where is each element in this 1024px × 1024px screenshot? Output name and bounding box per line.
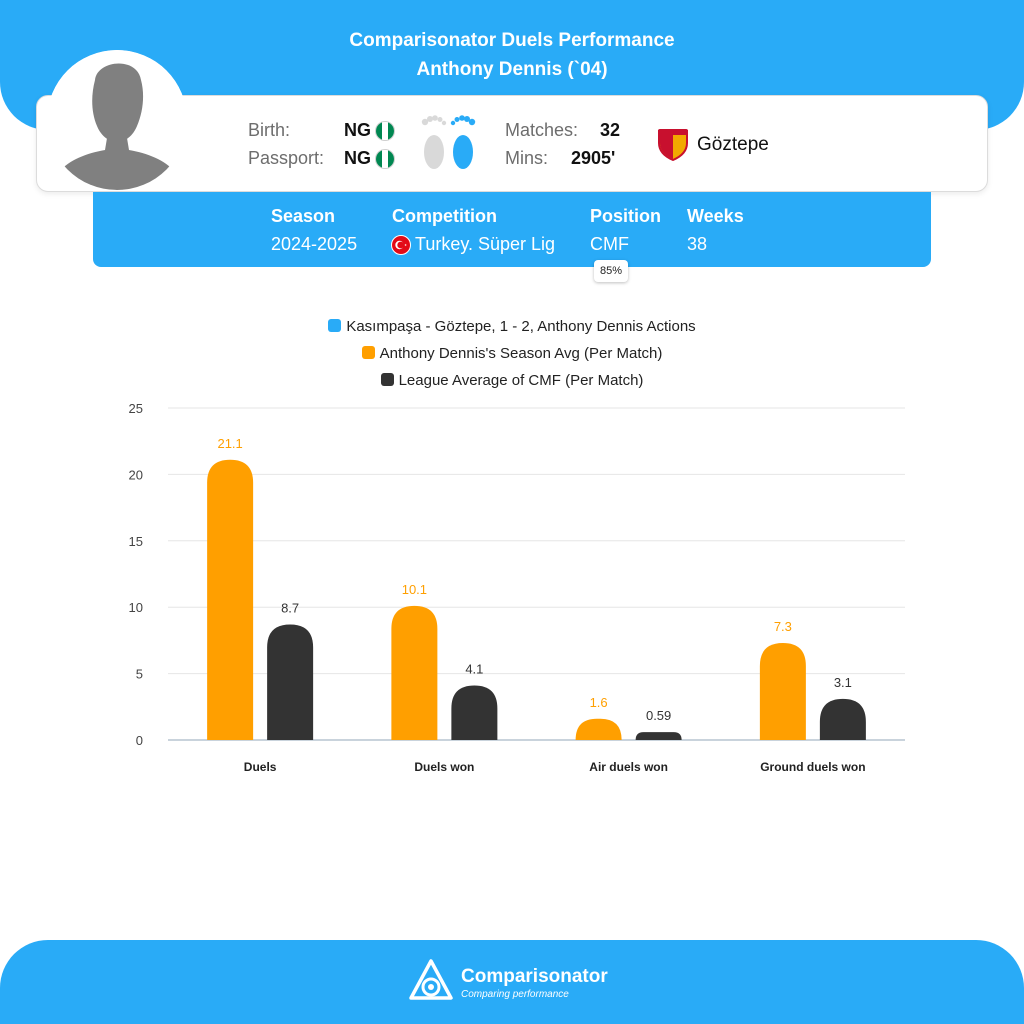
legend-swatch <box>380 373 394 386</box>
player-info-card: Birth: NG Passport: NG Matches: 32 Mins:… <box>36 95 988 192</box>
bar <box>819 698 866 740</box>
birth-value: NG <box>344 120 371 140</box>
nigeria-flag-icon <box>375 121 395 141</box>
turkey-flag-icon <box>391 235 411 255</box>
bar <box>759 643 806 740</box>
legend-label: Kasımpaşa - Göztepe, 1 - 2, Anthony Denn… <box>346 318 696 335</box>
data-label: 0.59 <box>646 708 671 723</box>
x-tick-label: Duels won <box>414 760 474 774</box>
data-label: 21.1 <box>217 436 242 451</box>
goztepe-logo-icon <box>658 129 688 161</box>
data-label: 1.6 <box>590 695 608 710</box>
data-label: 8.7 <box>281 600 299 615</box>
bar <box>575 718 622 740</box>
y-tick-label: 10 <box>129 600 143 615</box>
comparisonator-logo-icon <box>409 959 453 1000</box>
preferred-foot-icon <box>421 115 476 169</box>
season-label: Season <box>271 206 336 226</box>
y-tick-label: 25 <box>129 401 143 416</box>
brand-tagline: Comparing performance <box>461 989 569 1000</box>
birth-label: Birth: <box>248 120 291 140</box>
player-avatar <box>47 50 187 190</box>
data-label: 7.3 <box>774 619 792 634</box>
position-value: CMF <box>590 234 629 254</box>
weeks-value: 38 <box>687 234 708 254</box>
mins-value: 2905' <box>571 148 616 168</box>
legend-swatch <box>361 346 375 359</box>
player-silhouette-icon <box>47 50 187 190</box>
data-label: 10.1 <box>402 582 427 597</box>
y-tick-label: 0 <box>136 733 143 748</box>
bar <box>635 732 682 740</box>
brand-name: Comparisonator <box>461 966 608 987</box>
weeks-label: Weeks <box>687 206 744 226</box>
matches-value: 32 <box>600 120 621 140</box>
header-title-block: Comparisonator Duels Performance Anthony… <box>0 26 1024 84</box>
matches-label: Matches: <box>505 120 579 140</box>
competition-value: Turkey. Süper Lig <box>415 234 556 254</box>
y-tick-label: 15 <box>129 534 143 549</box>
player-title: Anthony Dennis (`04) <box>416 59 608 80</box>
passport-value: NG <box>344 148 371 168</box>
x-tick-label: Air duels won <box>589 760 668 774</box>
page-title: Comparisonator Duels Performance <box>349 30 675 51</box>
footer-band <box>0 940 1024 1024</box>
y-tick-label: 20 <box>129 467 143 482</box>
duels-bar-chart: 0 5 10 15 20 25 Duels 21.1 8.7 Duels won 10.1 4.1 Ai… <box>129 401 905 774</box>
legend-label: League Average of CMF (Per Match) <box>398 372 644 389</box>
season-info-box: Season 2024-2025 Competition Turkey. Süp… <box>93 192 931 267</box>
team-name: Göztepe <box>697 134 769 155</box>
bar <box>391 605 438 740</box>
competition-label: Competition <box>392 206 497 226</box>
x-tick-label: Ground duels won <box>760 760 865 774</box>
data-label: 3.1 <box>834 675 852 690</box>
passport-label: Passport: <box>248 148 325 168</box>
data-label: 4.1 <box>465 662 483 677</box>
position-label: Position <box>590 206 661 226</box>
legend-item-season-avg: Anthony Dennis's Season Avg (Per Match) <box>0 345 1024 362</box>
bar <box>207 459 254 740</box>
mins-label: Mins: <box>505 148 549 168</box>
x-tick-label: Duels <box>244 760 277 774</box>
bar <box>267 624 314 740</box>
y-tick-label: 5 <box>136 667 143 682</box>
bar <box>451 685 498 740</box>
legend-swatch <box>328 319 342 332</box>
position-percentage-badge: 85% <box>594 260 628 282</box>
legend-item-match: Kasımpaşa - Göztepe, 1 - 2, Anthony Denn… <box>0 318 1024 335</box>
legend-item-league-avg: League Average of CMF (Per Match) <box>0 372 1024 389</box>
nigeria-flag-icon <box>375 149 395 169</box>
season-value: 2024-2025 <box>271 234 358 254</box>
legend-label: Anthony Dennis's Season Avg (Per Match) <box>379 345 663 362</box>
